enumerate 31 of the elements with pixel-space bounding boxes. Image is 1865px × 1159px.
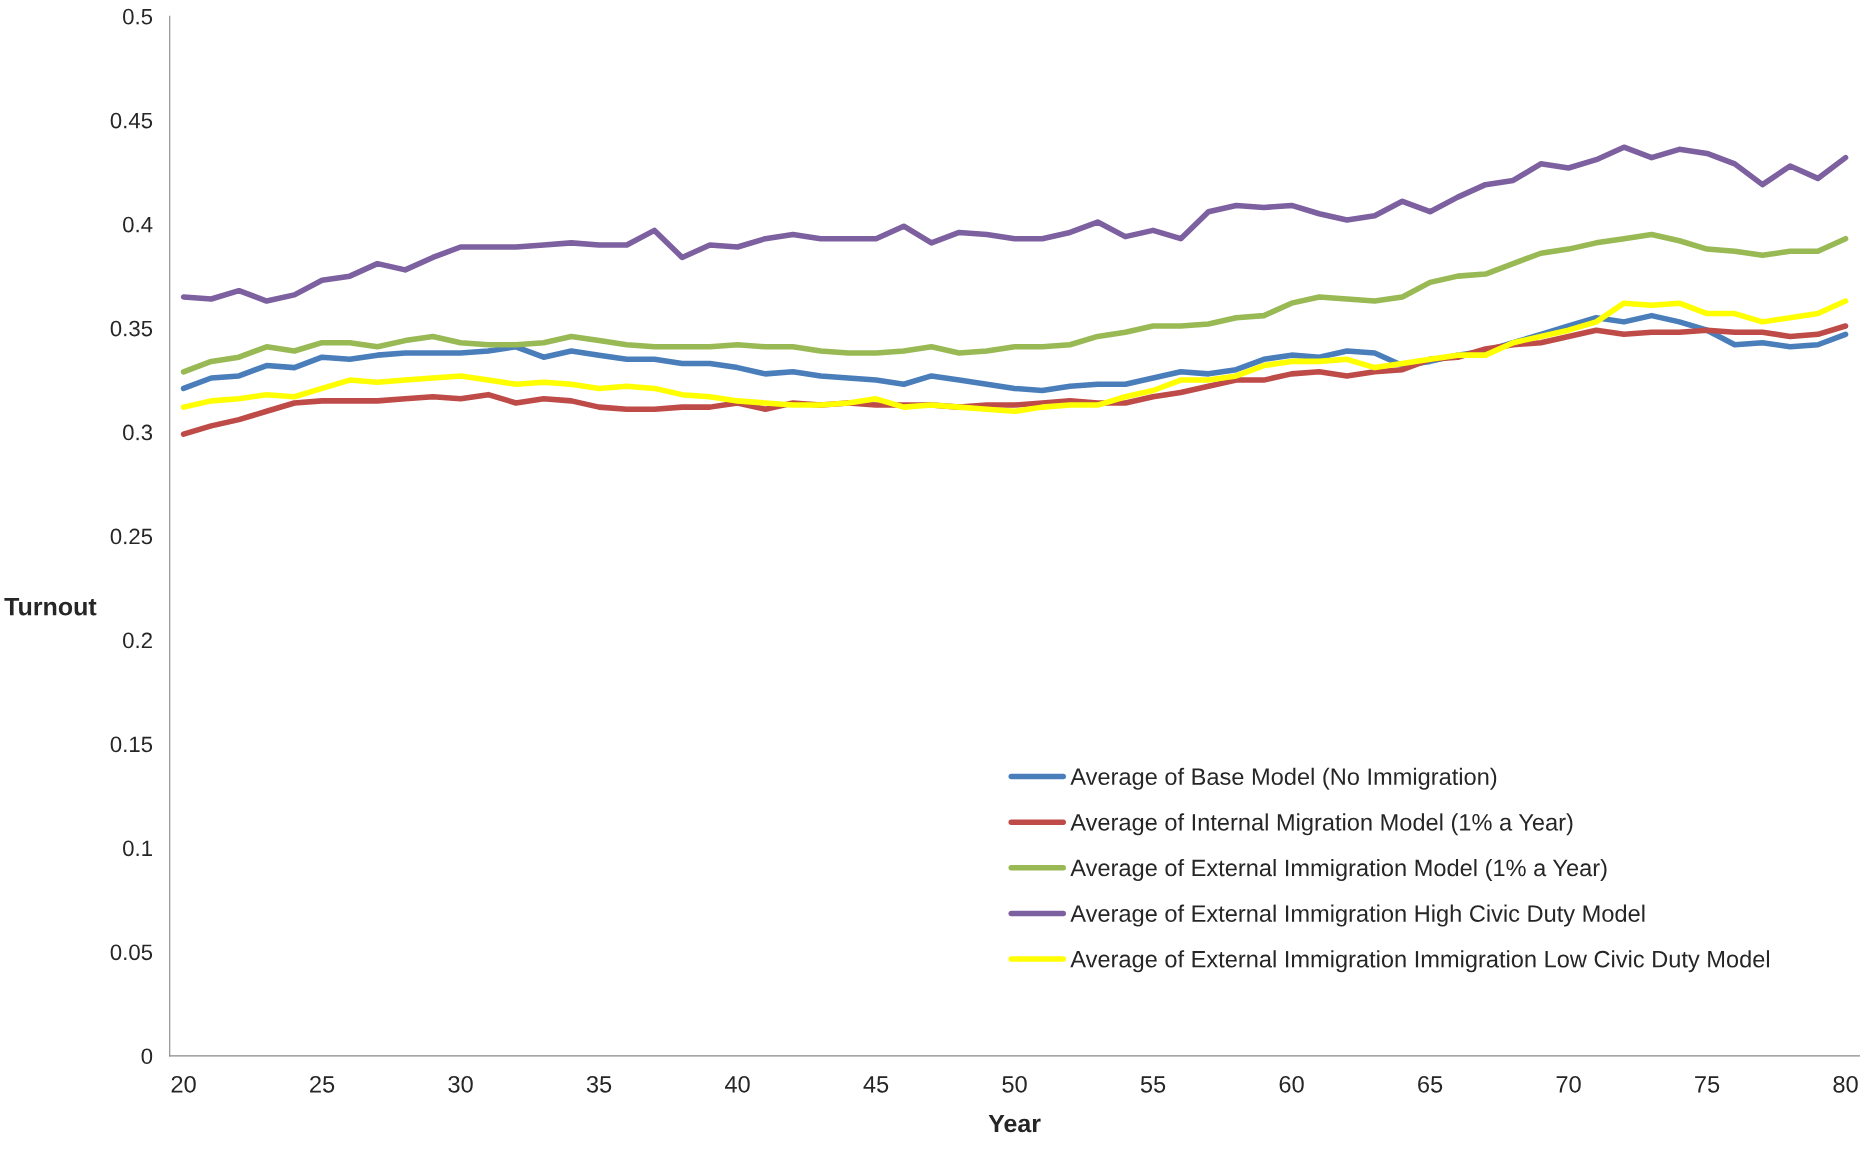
x-tick-label: 80: [1833, 1075, 1858, 1093]
y-tick-label: 0: [141, 1048, 153, 1065]
legend-label: Average of External Immigration Model (1% a Year): [1070, 858, 1607, 881]
legend-label: Average of External Immigration High Civic Duty Model: [1070, 904, 1645, 927]
y-tick-label: 0.45: [110, 112, 153, 129]
x-tick-label: 75: [1695, 1076, 1720, 1093]
x-tick-label: 55: [1140, 1076, 1166, 1093]
x-tick-label: 20: [171, 1075, 196, 1093]
y-tick-label: 0.05: [110, 944, 153, 961]
x-tick-label: 35: [586, 1075, 612, 1093]
x-tick-label: 60: [1279, 1075, 1304, 1093]
x-tick-label: 65: [1418, 1075, 1443, 1093]
x-tick-label: 70: [1556, 1075, 1581, 1093]
y-tick-label: 0.25: [110, 528, 153, 545]
y-tick-label: 0.3: [123, 424, 153, 441]
legend-label: Average of Internal Migration Model (1% a Year): [1070, 813, 1573, 836]
x-tick-label: 50: [1002, 1075, 1027, 1093]
y-tick-label: 0.1: [123, 840, 152, 857]
x-tick-label: 45: [863, 1076, 889, 1093]
y-tick-label: 0.4: [123, 216, 153, 233]
x-axis-title: Year: [988, 1114, 1041, 1133]
y-tick-label: 0.2: [123, 632, 152, 649]
legend-label: Average of Base Model (No Immigration): [1070, 767, 1497, 790]
x-tick-label: 30: [448, 1075, 473, 1093]
y-tick-label: 0.15: [110, 736, 153, 753]
y-tick-label: 0.5: [123, 8, 153, 25]
y-axis-title: Turnout: [4, 598, 97, 616]
x-tick-label: 25: [310, 1075, 335, 1093]
x-tick-label: 40: [724, 1075, 750, 1093]
legend-label: Average of External Immigration Immigration Low Civic Duty Model: [1070, 950, 1770, 973]
y-tick-label: 0.35: [110, 320, 153, 337]
